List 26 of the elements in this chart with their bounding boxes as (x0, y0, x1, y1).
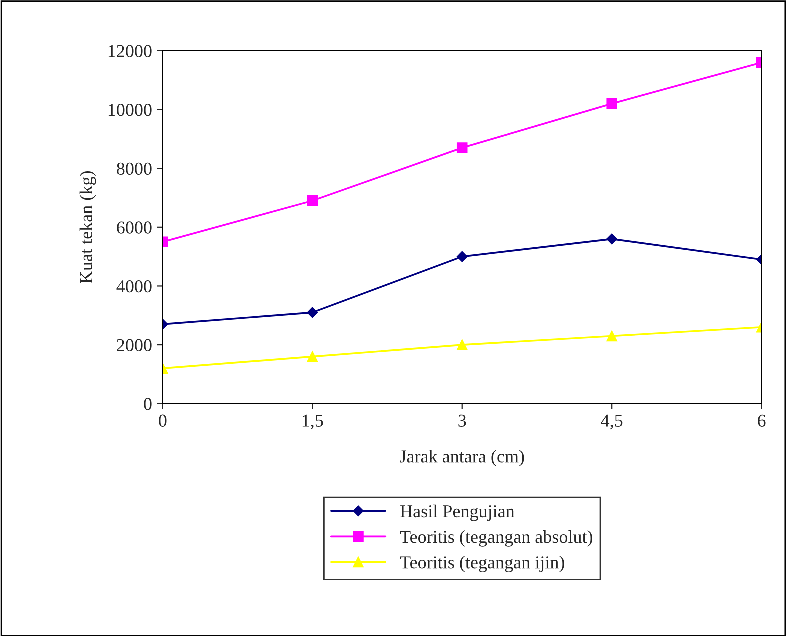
point (606, 98, 618, 110)
x-axis-title: Jarak antara (cm) (400, 450, 524, 466)
y-axis-title: Kuat tekan (kg) (80, 172, 96, 284)
point (606, 330, 618, 342)
point (307, 351, 318, 362)
x-tick-label: 3 (458, 414, 466, 427)
y-tick-label: 6000 (117, 222, 152, 234)
y-tick-label: 0 (144, 398, 152, 410)
legend-label: Teoritis (tegangan ijin) (400, 556, 564, 572)
point (456, 251, 468, 262)
x-tick-label: 6 (758, 414, 766, 427)
y-tick-label: 8000 (117, 162, 152, 176)
x-tick-label: 4,5 (601, 414, 623, 430)
legend-label: Teoritis (tegangan absolut) (400, 530, 593, 547)
y-tick-label: 4000 (116, 280, 152, 293)
point (456, 340, 468, 350)
x-tick-label: 1,5 (302, 414, 324, 430)
point (456, 142, 468, 154)
y-tick-label: 10000 (108, 104, 152, 116)
legend-label: Hasil Pengujian (400, 504, 515, 522)
x-tick-label: 0 (159, 414, 167, 427)
y-tick-label: 2000 (117, 339, 152, 352)
point (606, 234, 618, 245)
y-tick-label: 12000 (108, 45, 152, 58)
point (307, 196, 318, 206)
point (307, 307, 318, 318)
